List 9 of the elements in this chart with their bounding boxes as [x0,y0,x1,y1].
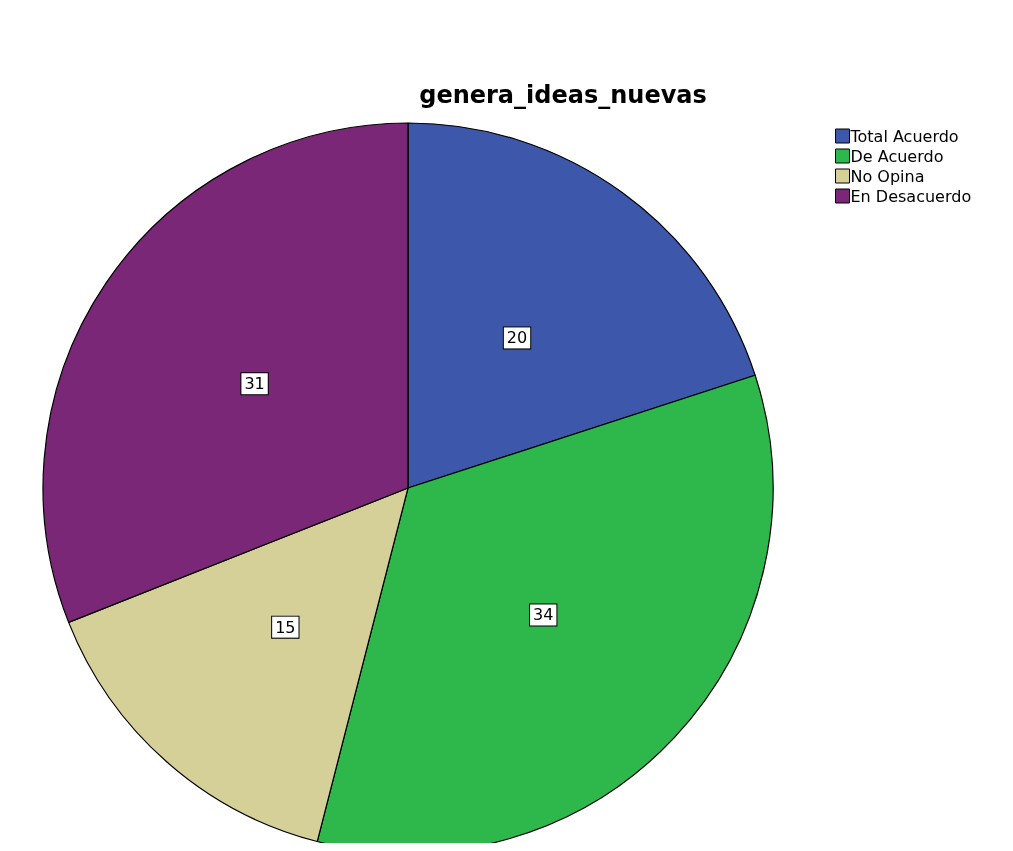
legend-label: Total Acuerdo [849,126,959,146]
chart-title: genera_ideas_nuevas [419,81,707,109]
legend-label: No Opina [850,166,925,186]
legend-label: De Acuerdo [850,146,944,166]
data-label: 20 [506,328,528,348]
legend-label: En Desacuerdo [850,186,972,206]
data-label: 15 [275,617,296,637]
data-label: 34 [533,605,554,625]
data-label: 31 [244,374,265,394]
